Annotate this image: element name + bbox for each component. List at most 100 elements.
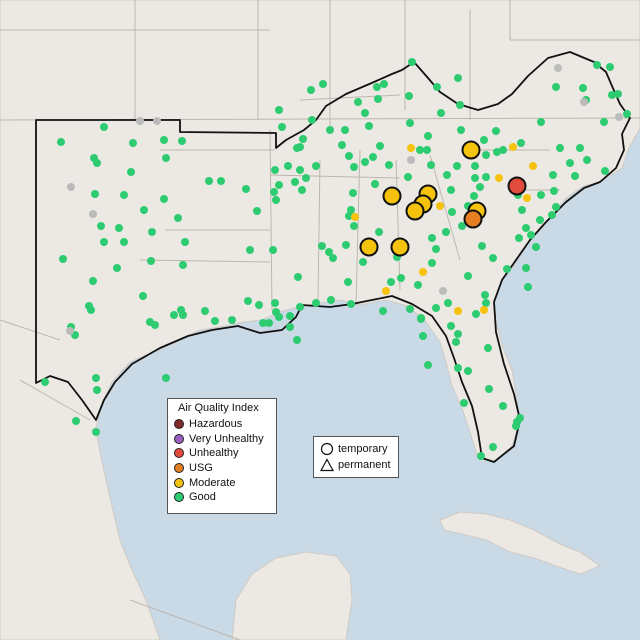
good-station-marker[interactable]: [477, 452, 485, 460]
good-station-marker[interactable]: [416, 146, 424, 154]
good-station-marker[interactable]: [93, 159, 101, 167]
good-station-marker[interactable]: [552, 203, 560, 211]
good-station-marker[interactable]: [387, 278, 395, 286]
good-station-marker[interactable]: [448, 208, 456, 216]
good-station-marker[interactable]: [536, 216, 544, 224]
good-station-marker[interactable]: [326, 126, 334, 134]
good-station-marker[interactable]: [87, 306, 95, 314]
good-station-marker[interactable]: [623, 110, 631, 118]
good-station-marker[interactable]: [516, 414, 524, 422]
good-station-marker[interactable]: [550, 187, 558, 195]
good-station-marker[interactable]: [406, 305, 414, 313]
good-station-marker[interactable]: [424, 361, 432, 369]
good-station-marker[interactable]: [93, 386, 101, 394]
good-station-marker[interactable]: [460, 399, 468, 407]
good-station-marker[interactable]: [374, 95, 382, 103]
good-station-marker[interactable]: [179, 311, 187, 319]
good-station-marker[interactable]: [432, 304, 440, 312]
good-station-marker[interactable]: [478, 242, 486, 250]
good-station-marker[interactable]: [361, 109, 369, 117]
good-station-marker[interactable]: [160, 195, 168, 203]
good-station-marker[interactable]: [92, 428, 100, 436]
good-station-marker[interactable]: [365, 122, 373, 130]
good-station-marker[interactable]: [115, 224, 123, 232]
good-station-marker[interactable]: [41, 378, 49, 386]
good-station-marker[interactable]: [307, 86, 315, 94]
good-station-marker[interactable]: [444, 299, 452, 307]
good-station-marker[interactable]: [424, 132, 432, 140]
good-station-marker[interactable]: [57, 138, 65, 146]
good-station-marker[interactable]: [278, 123, 286, 131]
good-station-marker[interactable]: [606, 63, 614, 71]
moderate-monitor-marker[interactable]: [461, 140, 481, 160]
good-station-marker[interactable]: [489, 443, 497, 451]
no-data-station-marker[interactable]: [580, 98, 588, 106]
good-station-marker[interactable]: [253, 207, 261, 215]
good-station-marker[interactable]: [447, 322, 455, 330]
good-station-marker[interactable]: [601, 167, 609, 175]
good-station-marker[interactable]: [148, 228, 156, 236]
good-station-marker[interactable]: [275, 106, 283, 114]
good-station-marker[interactable]: [485, 385, 493, 393]
good-station-marker[interactable]: [181, 238, 189, 246]
good-station-marker[interactable]: [120, 191, 128, 199]
good-station-marker[interactable]: [517, 139, 525, 147]
good-station-marker[interactable]: [113, 264, 121, 272]
moderate-station-marker[interactable]: [436, 202, 444, 210]
good-station-marker[interactable]: [443, 171, 451, 179]
good-station-marker[interactable]: [489, 254, 497, 262]
good-station-marker[interactable]: [419, 332, 427, 340]
good-station-marker[interactable]: [140, 206, 148, 214]
good-station-marker[interactable]: [493, 148, 501, 156]
good-station-marker[interactable]: [91, 190, 99, 198]
good-station-marker[interactable]: [571, 172, 579, 180]
good-station-marker[interactable]: [566, 159, 574, 167]
good-station-marker[interactable]: [318, 242, 326, 250]
good-station-marker[interactable]: [537, 118, 545, 126]
good-station-marker[interactable]: [527, 231, 535, 239]
good-station-marker[interactable]: [537, 191, 545, 199]
good-station-marker[interactable]: [246, 246, 254, 254]
good-station-marker[interactable]: [457, 126, 465, 134]
good-station-marker[interactable]: [291, 178, 299, 186]
good-station-marker[interactable]: [380, 80, 388, 88]
no-data-station-marker[interactable]: [554, 64, 562, 72]
good-station-marker[interactable]: [484, 344, 492, 352]
good-station-marker[interactable]: [120, 238, 128, 246]
good-station-marker[interactable]: [338, 141, 346, 149]
good-station-marker[interactable]: [272, 196, 280, 204]
good-station-marker[interactable]: [515, 234, 523, 242]
good-station-marker[interactable]: [433, 83, 441, 91]
good-station-marker[interactable]: [532, 243, 540, 251]
moderate-station-marker[interactable]: [495, 174, 503, 182]
no-data-station-marker[interactable]: [407, 156, 415, 164]
good-station-marker[interactable]: [242, 185, 250, 193]
good-station-marker[interactable]: [312, 162, 320, 170]
good-station-marker[interactable]: [552, 83, 560, 91]
good-station-marker[interactable]: [228, 316, 236, 324]
good-station-marker[interactable]: [522, 264, 530, 272]
good-station-marker[interactable]: [548, 211, 556, 219]
good-station-marker[interactable]: [97, 222, 105, 230]
good-station-marker[interactable]: [271, 166, 279, 174]
moderate-monitor-marker[interactable]: [359, 237, 379, 257]
good-station-marker[interactable]: [178, 137, 186, 145]
good-station-marker[interactable]: [100, 238, 108, 246]
good-station-marker[interactable]: [375, 228, 383, 236]
good-station-marker[interactable]: [432, 245, 440, 253]
good-station-marker[interactable]: [454, 330, 462, 338]
good-station-marker[interactable]: [427, 161, 435, 169]
good-station-marker[interactable]: [151, 321, 159, 329]
good-station-marker[interactable]: [453, 162, 461, 170]
good-station-marker[interactable]: [454, 74, 462, 82]
good-station-marker[interactable]: [522, 224, 530, 232]
good-station-marker[interactable]: [373, 83, 381, 91]
good-station-marker[interactable]: [464, 272, 472, 280]
good-station-marker[interactable]: [600, 118, 608, 126]
good-station-marker[interactable]: [275, 313, 283, 321]
good-station-marker[interactable]: [406, 119, 414, 127]
good-station-marker[interactable]: [428, 259, 436, 267]
moderate-station-marker[interactable]: [382, 287, 390, 295]
good-station-marker[interactable]: [270, 188, 278, 196]
usg-monitor-marker[interactable]: [463, 209, 483, 229]
